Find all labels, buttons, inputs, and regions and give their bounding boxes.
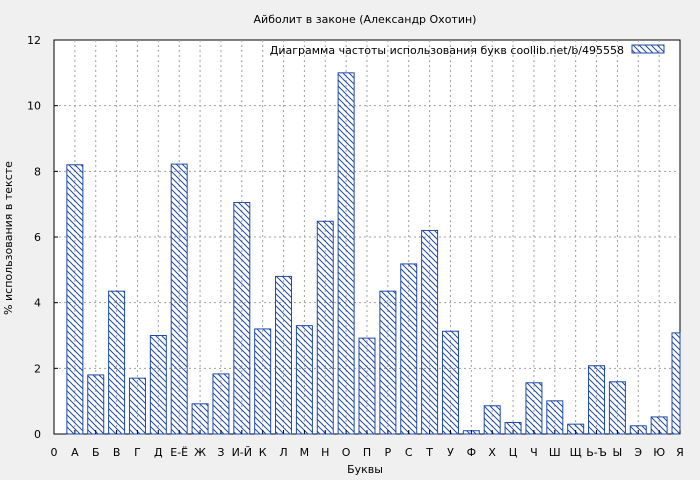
x-tick-label: Р [385,446,392,459]
bar-Е-Ё [170,163,188,435]
x-tick-label: Ш [549,446,561,459]
y-tick-label: 8 [34,165,41,178]
bars-group [66,72,681,435]
bar-У [441,330,459,435]
x-tick-label: 0 [51,446,58,459]
x-tick-label: Е-Ё [170,446,188,459]
x-tick-label: З [217,446,224,459]
bar-М [295,325,313,435]
x-tick-label: Г [134,446,141,459]
x-tick-label: Н [321,446,329,459]
x-tick-label: И-Й [232,446,252,459]
gridlines [54,40,680,434]
bar-З [212,373,230,435]
bar-Р [379,290,397,435]
x-tick-label: Т [425,446,433,459]
x-axis-label: Буквы [347,463,383,476]
y-tick-label: 10 [27,100,41,113]
bar-Т [421,229,439,435]
chart-title: Айболит в законе (Александр Охотин) [254,13,477,26]
x-tick-label: Ь-Ъ [586,446,607,459]
x-tick-label: А [71,446,79,459]
x-tick-label: Ж [194,446,206,459]
y-tick-label: 4 [34,297,41,310]
bar-Б [87,374,105,435]
bar-Ы [608,381,626,435]
x-tick-label: Э [634,446,642,459]
x-tick-label: Ф [467,446,476,459]
x-tick-label: М [300,446,310,459]
x-tick-label: Б [92,446,100,459]
x-tick-label: О [342,446,351,459]
legend: Диаграмма частоты использования букв coo… [270,44,665,57]
bar-Л [275,275,293,435]
y-tick-labels: 0 2 4 6 8 10 12 [27,34,58,441]
x-tick-label: Щ [570,446,582,459]
x-tick-label: Я [676,446,684,459]
x-tick-label: Ц [509,446,518,459]
x-tick-label: Л [279,446,287,459]
x-tick-label: Д [154,446,163,459]
bar-А [66,164,84,435]
y-tick-label: 0 [34,428,41,441]
bar-О [337,72,355,435]
y-tick-label: 12 [27,34,41,47]
x-tick-label: К [259,446,267,459]
bar-Ш [546,400,564,435]
legend-swatch [631,44,665,54]
x-tick-label: С [405,446,413,459]
legend-label: Диаграмма частоты использования букв coo… [270,44,624,57]
bar-Я [671,332,681,435]
y-tick-label: 6 [34,231,41,244]
x-tick-labels: 0 А Б В Г Д Е-Ё Ж З И-Й К Л М Н О П Р С Т У Ф Х Ц Ч Ш Щ Ь-Ъ Ы Э Ю Я [51,430,684,459]
x-tick-label: Ю [653,446,665,459]
x-tick-label: Ч [530,446,538,459]
bar-С [400,263,418,435]
x-tick-label: У [447,446,454,459]
bar-Г [128,377,146,435]
bar-Д [149,335,167,435]
bar-П [358,337,376,435]
y-axis-label: % использования в тексте [2,161,15,315]
bar-Н [316,220,334,435]
bar-Х [483,405,501,435]
bar-И-Й [233,202,251,435]
bar-В [108,290,126,435]
bar-Ч [525,382,543,435]
x-tick-label: П [363,446,371,459]
x-tick-label: Ы [613,446,623,459]
x-tick-label: В [113,446,121,459]
bar-Ж [191,403,209,435]
bar-К [254,328,272,435]
x-tick-label: Х [488,446,496,459]
bar-Ь-Ъ [588,365,606,435]
y-tick-label: 2 [34,362,41,375]
